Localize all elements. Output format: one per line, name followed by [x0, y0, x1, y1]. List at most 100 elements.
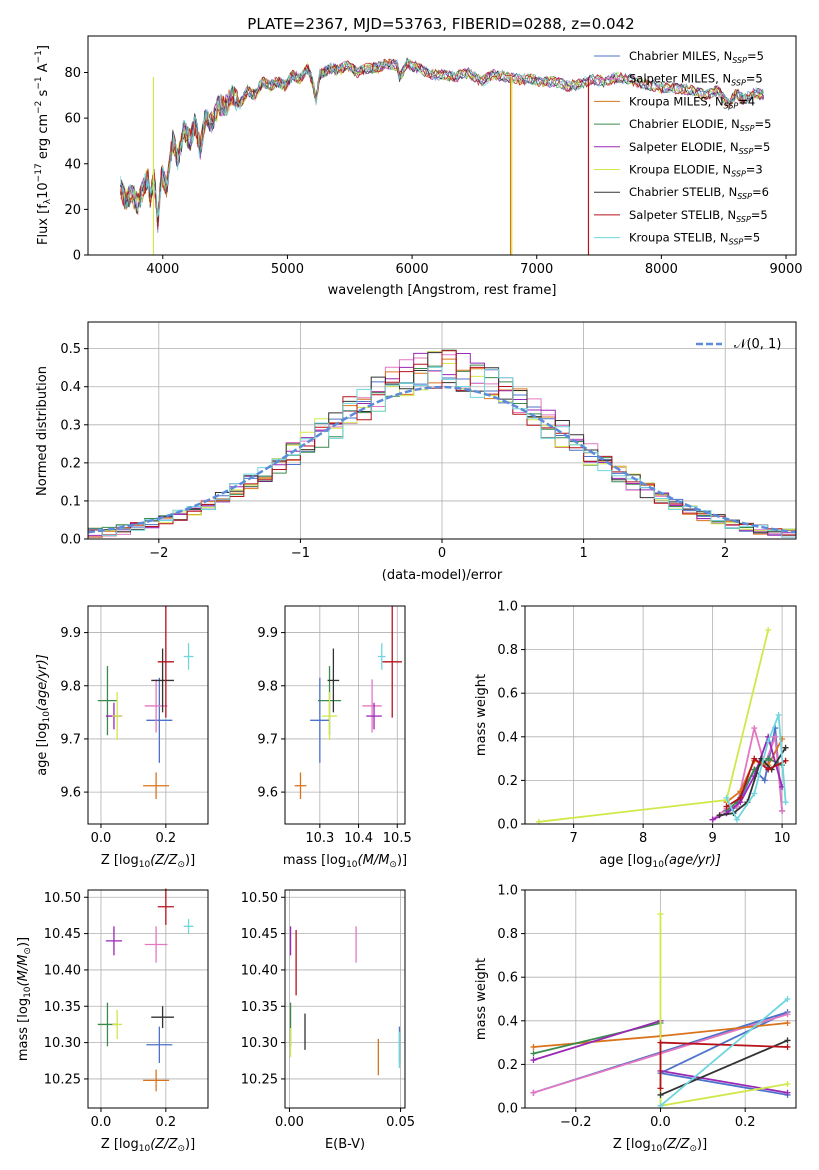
x-tick-label: 10.3 [305, 831, 334, 846]
x-tick-label: 9000 [769, 262, 802, 277]
weight-marker [784, 1037, 791, 1044]
y-tick-label: 1.0 [497, 600, 518, 615]
weight-marker [733, 816, 740, 823]
weight-vs-metallicity-lines [530, 910, 791, 1109]
y-tick-label: 0.4 [497, 1014, 518, 1029]
y-tick-label: 10.45 [44, 927, 81, 942]
y-tick-label: 0.3 [60, 418, 81, 433]
legend-entry-8: Kroupa STELIB, NSSP=5 [629, 231, 760, 247]
y-tick-label: 10.35 [241, 1000, 278, 1015]
gaussian-legend-label: 𝒩(0, 1) [734, 337, 781, 352]
age-vs-metallicity-grid [88, 606, 208, 824]
y-tick-label: 60 [64, 112, 81, 127]
weight-vs-metallicity-panel: −0.2 0.0 0.2 0.0 0.2 0.4 0.6 0.8 1.0 Z [log10(Z/… [474, 884, 797, 1154]
weight-vs-age-frame [524, 605, 797, 825]
weight-marker [751, 725, 758, 732]
y-tick-label: 0.1 [60, 494, 81, 509]
weight-marker [784, 1081, 791, 1088]
y-tick-label: 0.8 [497, 643, 518, 658]
x-tick-label: 4000 [146, 262, 179, 277]
x-tick-label: 0 [438, 546, 446, 561]
age-vs-mass-xlabel: mass [log10(M/M⊙)] [283, 853, 407, 870]
x-tick-label: 8000 [645, 262, 678, 277]
weight-vs-age-panel: 7 8 9 10 0.0 0.2 0.4 0.6 0.8 1.0 age [log10(age/y… [474, 600, 797, 870]
x-tick-label: 5000 [271, 262, 304, 277]
x-tick-label: −2 [149, 546, 168, 561]
weight-line-0 [712, 727, 783, 821]
weight-vs-age-lines [535, 626, 789, 825]
weight-marker [723, 794, 730, 801]
weight-marker [784, 1089, 791, 1096]
spectrum-line-kroupa-stelib [120, 58, 764, 218]
x-tick-label: 0.0 [91, 831, 112, 846]
weight-marker [782, 744, 789, 751]
weight-marker [737, 794, 744, 801]
age-vs-mass-grid [285, 606, 405, 824]
spectrum-panel: Chabrier MILES, NSSP=5 Salpeter MILES, NS… [34, 35, 803, 298]
weight-marker [784, 996, 791, 1002]
residuals-xlabel: (data-model)/error [382, 568, 503, 583]
legend-entry-1: Salpeter MILES, NSSP=5 [629, 72, 763, 88]
mass-vs-extinction-points [289, 926, 401, 1076]
mass-vs-metallicity-axes: 0.0 0.2 10.25 10.30 10.35 10.40 10.45 10.50 [44, 891, 176, 1130]
weight-marker [772, 733, 779, 740]
weight-marker [761, 777, 768, 784]
weight-marker [784, 1011, 791, 1018]
weight-marker [709, 816, 716, 823]
legend-entry-7: Salpeter STELIB, NSSP=5 [629, 208, 768, 224]
weight-marker [751, 790, 758, 797]
legend-entry-2: Kroupa MILES, NSSP=4 [629, 94, 755, 110]
legend-entry-0: Chabrier MILES, NSSP=5 [629, 49, 764, 65]
weight-vs-age-axes: 7 8 9 10 0.0 0.2 0.4 0.6 0.8 1.0 [497, 600, 790, 847]
x-tick-label: 0.05 [386, 1115, 415, 1130]
y-tick-label: 0 [73, 249, 81, 264]
y-tick-label: 20 [64, 203, 81, 218]
y-tick-label: 9.6 [60, 786, 81, 801]
age-vs-metallicity-xlabel: Z [log10(Z/Z⊙)] [101, 853, 195, 870]
spectrum-axes: 4000 5000 6000 7000 8000 9000 0 20 40 60 80 [64, 66, 802, 277]
y-tick-label: 0.6 [497, 687, 518, 702]
residuals-histograms [87, 349, 797, 538]
residuals-panel: −2 −1 0 1 2 0.0 0.1 0.2 0.3 0.4 0.5 𝒩(0, 1) (data-… [35, 321, 797, 583]
y-tick-label: 9.8 [60, 679, 81, 694]
spectrum-line-salpeter-stelib [120, 58, 764, 230]
x-tick-label: 1 [579, 546, 587, 561]
weight-marker [530, 1057, 537, 1064]
residuals-ylabel: Normed distribution [35, 366, 50, 496]
mass-vs-metallicity-grid [88, 890, 208, 1108]
weight-marker [657, 1085, 664, 1092]
weight-marker [784, 1019, 791, 1026]
mass-vs-metallicity-ylabel: mass [log10(M/M⊙)] [16, 937, 33, 1061]
y-tick-label: 9.9 [257, 626, 278, 641]
weight-vs-age-xlabel: age [log10(age/yr)] [599, 853, 721, 870]
weight-marker [775, 712, 782, 718]
weight-line-6 [660, 1039, 788, 1096]
weight-marker [530, 1089, 537, 1096]
y-tick-label: 1.0 [497, 884, 518, 899]
weight-marker [784, 1043, 791, 1050]
y-tick-label: 40 [64, 157, 81, 172]
x-tick-label: 10 [774, 831, 791, 846]
y-tick-label: 0.2 [60, 456, 81, 471]
y-tick-label: 10.45 [241, 927, 278, 942]
y-tick-label: 9.6 [257, 786, 278, 801]
legend-entry-4: Salpeter ELODIE, NSSP=5 [629, 140, 770, 156]
y-tick-label: 10.35 [44, 1000, 81, 1015]
y-tick-label: 10.30 [44, 1036, 81, 1051]
age-vs-metallicity-ylabel: age [log10(age/yr)] [35, 654, 52, 776]
mass-vs-metallicity-xlabel: Z [log10(Z/Z⊙)] [101, 1137, 195, 1154]
x-tick-label: 9 [708, 831, 716, 846]
x-tick-label: −0.2 [560, 1115, 592, 1130]
weight-line-8 [725, 714, 787, 822]
y-tick-label: 0.0 [497, 1102, 518, 1117]
y-tick-label: 0.4 [60, 380, 81, 395]
y-tick-label: 0.5 [60, 342, 81, 357]
weight-marker [657, 910, 664, 917]
y-tick-label: 10.25 [44, 1072, 81, 1087]
weight-marker [765, 766, 772, 773]
weight-vs-metallicity-ylabel: mass weight [474, 958, 489, 1040]
weight-marker [782, 799, 789, 806]
mass-vs-metallicity-panel: 0.0 0.2 10.25 10.30 10.35 10.40 10.45 10.50 Z [… [16, 888, 209, 1154]
legend-entry-3: Chabrier ELODIE, NSSP=5 [629, 117, 771, 133]
x-tick-label: 0.0 [91, 1115, 112, 1130]
